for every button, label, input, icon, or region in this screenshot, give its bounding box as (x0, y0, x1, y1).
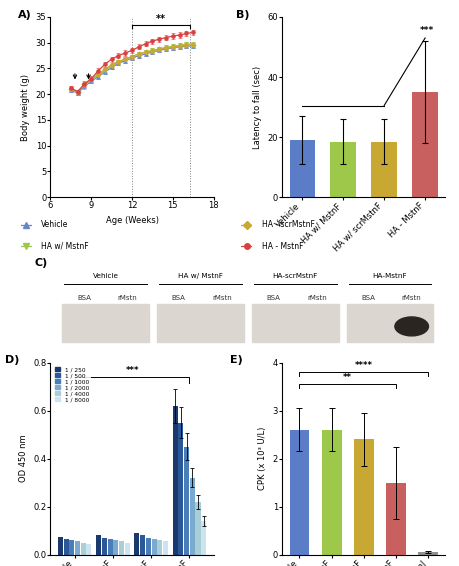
Text: BSA: BSA (361, 295, 375, 301)
Ellipse shape (395, 317, 428, 336)
Bar (151, 539, 157, 555)
Text: ***: *** (125, 366, 139, 375)
Bar (252, 304, 339, 342)
Bar (157, 541, 162, 555)
Text: HA - scrMstnF: HA - scrMstnF (262, 221, 314, 229)
Bar (96, 535, 101, 555)
Bar (322, 430, 341, 555)
Text: rMstn: rMstn (402, 295, 421, 301)
Bar (290, 430, 309, 555)
Bar (196, 502, 201, 555)
Bar (330, 142, 356, 197)
Text: rMstn: rMstn (213, 295, 232, 301)
Y-axis label: Latency to fall (sec): Latency to fall (sec) (253, 66, 262, 149)
Text: HA w/ MstnF: HA w/ MstnF (41, 242, 89, 251)
Text: rMstn: rMstn (307, 295, 327, 301)
Bar (354, 439, 374, 555)
Bar (173, 406, 178, 555)
Bar (371, 142, 397, 197)
Bar (75, 542, 80, 555)
Text: Vehicle: Vehicle (41, 221, 69, 229)
Bar (81, 543, 86, 555)
Bar (190, 478, 195, 555)
Bar (347, 304, 433, 342)
Text: B): B) (236, 10, 250, 20)
Text: **: ** (343, 373, 352, 382)
Y-axis label: CPK (x 10³ U/L): CPK (x 10³ U/L) (258, 427, 267, 490)
Text: BSA: BSA (267, 295, 280, 301)
Text: rMstn: rMstn (118, 295, 137, 301)
Bar (125, 543, 129, 555)
Text: D): D) (5, 355, 19, 365)
Bar (413, 92, 438, 197)
Y-axis label: OD 450 nm: OD 450 nm (18, 435, 28, 482)
Y-axis label: Body weight (g): Body weight (g) (21, 74, 30, 140)
Text: BSA: BSA (172, 295, 186, 301)
Bar (146, 538, 151, 555)
Bar (134, 533, 140, 555)
Bar (140, 535, 145, 555)
Bar (290, 140, 315, 197)
Bar (163, 542, 168, 555)
Bar (62, 304, 149, 342)
Text: Vehicle: Vehicle (93, 273, 119, 279)
Bar (201, 521, 206, 555)
Text: E): E) (230, 355, 243, 365)
Bar (107, 539, 112, 555)
Bar (86, 544, 91, 555)
Text: HA-MstnF: HA-MstnF (373, 273, 407, 279)
Text: ****: **** (355, 361, 373, 370)
Text: BSA: BSA (77, 295, 91, 301)
Text: A): A) (18, 10, 32, 20)
X-axis label: Age (Weeks): Age (Weeks) (106, 216, 158, 225)
Bar (64, 539, 68, 555)
Bar (179, 423, 184, 555)
Bar (119, 542, 124, 555)
Text: HA w/ MstnF: HA w/ MstnF (178, 273, 223, 279)
Text: ***: *** (420, 26, 434, 35)
Bar (157, 304, 244, 342)
Bar (58, 537, 63, 555)
Text: **: ** (156, 14, 166, 24)
Bar (184, 447, 189, 555)
Bar (113, 541, 118, 555)
Legend: 1 / 250, 1 / 500, 1 / 1000, 1 / 2000, 1 / 4000, 1 / 8000: 1 / 250, 1 / 500, 1 / 1000, 1 / 2000, 1 … (53, 366, 91, 404)
Bar (418, 552, 438, 555)
Text: HA-scrMstnF: HA-scrMstnF (273, 273, 318, 279)
Text: HA - MstnF: HA - MstnF (262, 242, 303, 251)
Bar (69, 541, 74, 555)
Bar (102, 538, 107, 555)
Bar (386, 483, 406, 555)
Text: C): C) (35, 258, 48, 268)
